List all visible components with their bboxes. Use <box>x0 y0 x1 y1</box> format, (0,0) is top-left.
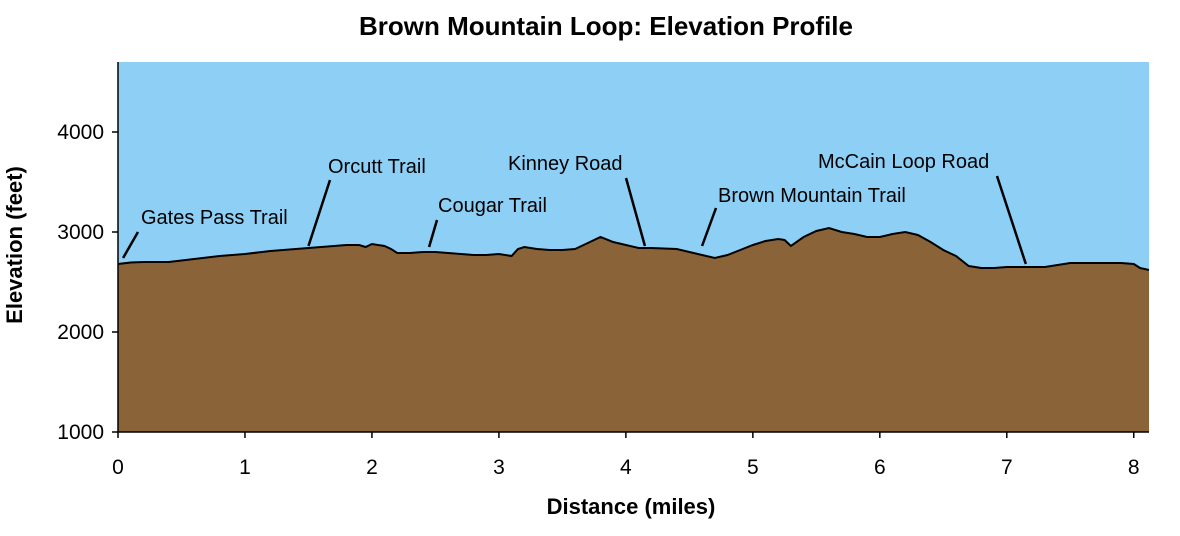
annotation-label: Brown Mountain Trail <box>718 185 906 207</box>
y-tick-label: 3000 <box>57 221 104 244</box>
x-tick-label: 6 <box>874 456 886 479</box>
x-tick-label: 2 <box>366 456 378 479</box>
y-tick-label: 4000 <box>57 121 104 144</box>
x-tick-label: 8 <box>1128 456 1140 479</box>
annotation-label: Kinney Road <box>508 153 623 175</box>
x-tick-label: 3 <box>493 456 505 479</box>
annotation-leader-line <box>624 177 647 247</box>
y-axis-label: Elevation (feet) <box>2 166 27 324</box>
annotation-leader-line <box>427 219 439 248</box>
annotation-leader-line <box>121 231 140 259</box>
elevation-area <box>118 228 1149 432</box>
annotation-label: Gates Pass Trail <box>141 207 288 229</box>
annotation-label: McCain Loop Road <box>818 151 989 173</box>
elevation-line <box>117 226 1150 271</box>
y-tick-label: 2000 <box>57 321 104 344</box>
annotation-leader-line <box>307 179 332 247</box>
x-tick-label: 4 <box>620 456 632 479</box>
annotations: Gates Pass Trail Orcutt Trail Cougar Trail… <box>121 151 1028 265</box>
annotation-label: Cougar Trail <box>438 195 547 217</box>
x-tick-label: 5 <box>747 456 759 479</box>
annotation-leader-line <box>700 207 718 247</box>
y-tick-label: 1000 <box>57 421 104 444</box>
x-tick-label: 0 <box>112 456 124 479</box>
annotation-leader-line <box>995 175 1028 265</box>
x-tick-label: 7 <box>1001 456 1013 479</box>
annotation-label: Orcutt Trail <box>328 156 426 178</box>
x-axis-label: Distance (miles) <box>547 494 716 519</box>
x-tick-label: 1 <box>239 456 251 479</box>
chart-title: Brown Mountain Loop: Elevation Profile <box>359 11 853 41</box>
axes: 1000 2000 3000 4000 0 1 2 3 4 5 6 7 8 <box>57 62 1149 479</box>
